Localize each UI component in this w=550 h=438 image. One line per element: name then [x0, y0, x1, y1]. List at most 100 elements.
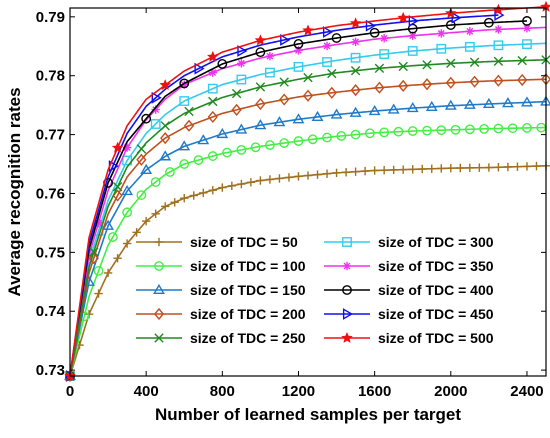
data-point: [265, 67, 275, 78]
axis-ticks: 0 400 800 1200 1600 2000 2400 0.73 0.74 0.75 0.76 0…: [36, 8, 546, 400]
data-point: [408, 15, 419, 27]
data-point: [374, 81, 385, 94]
data-point: [379, 166, 389, 175]
data-point: [406, 102, 419, 113]
y-tick-label: 0.78: [36, 68, 65, 85]
data-point: [350, 84, 361, 97]
data-point: [379, 49, 390, 59]
data-point: [302, 24, 314, 36]
data-point: [132, 228, 141, 237]
data-point: [369, 27, 380, 38]
data-point: [517, 73, 528, 87]
legend-swatch-marker: [154, 261, 164, 271]
data-point: [397, 11, 409, 23]
data-point: [463, 98, 476, 109]
legend-entry: size of TDC = 250: [136, 330, 306, 346]
data-point: [444, 99, 457, 110]
data-point: [246, 178, 256, 187]
y-axis-label: Average recognition rates: [5, 87, 24, 296]
data-point: [322, 41, 332, 51]
series-line-8: [69, 14, 499, 377]
data-point: [341, 168, 351, 177]
data-point: [322, 132, 332, 143]
data-point: [407, 46, 418, 56]
data-point: [136, 144, 147, 154]
data-point: [322, 57, 332, 67]
data-point: [107, 232, 118, 242]
x-tick-label: 2000: [434, 383, 467, 400]
legend-label: size of TDC = 50: [190, 234, 298, 250]
data-point: [293, 61, 304, 72]
x-tick-label: 1200: [282, 383, 315, 400]
x-axis-label: Number of learned samples per target: [155, 405, 461, 424]
data-point: [503, 162, 513, 172]
data-point: [207, 83, 218, 94]
legend-swatch-marker: [342, 237, 352, 247]
data-point: [493, 123, 504, 134]
data-point: [421, 78, 433, 91]
data-point: [445, 76, 456, 89]
legend-swatch-marker: [154, 333, 164, 343]
data-point: [207, 110, 218, 124]
data-point: [279, 93, 290, 106]
data-point: [427, 164, 436, 173]
data-point: [517, 55, 527, 66]
data-point: [227, 181, 237, 191]
data-point: [136, 153, 147, 166]
data-point: [502, 97, 514, 108]
data-point: [484, 163, 494, 172]
data-point: [479, 123, 490, 134]
series-1: [65, 161, 550, 381]
data-point: [494, 25, 503, 34]
data-point: [303, 72, 313, 83]
data-point: [151, 209, 160, 218]
legend-swatch-marker: [342, 285, 352, 295]
data-point: [236, 74, 247, 85]
data-point: [469, 57, 480, 67]
legend-label: size of TDC = 350: [378, 258, 494, 274]
data-point: [275, 174, 284, 183]
data-point: [161, 202, 170, 211]
data-point: [493, 56, 504, 66]
data-point: [180, 193, 189, 203]
data-point: [279, 77, 289, 87]
data-point: [255, 82, 266, 92]
data-point: [330, 108, 343, 119]
data-point: [322, 169, 332, 178]
data-point: [293, 136, 304, 146]
data-point: [218, 183, 227, 192]
data-point: [351, 37, 360, 47]
y-tick-label: 0.73: [36, 362, 65, 379]
data-point: [199, 188, 208, 198]
legend-entry: size of TDC = 300: [324, 234, 494, 250]
series-line-6: [69, 20, 527, 377]
data-point: [189, 191, 198, 200]
data-point: [183, 119, 195, 132]
data-point: [284, 173, 294, 182]
data-point: [222, 147, 232, 158]
data-point: [446, 58, 456, 69]
y-tick-label: 0.79: [36, 9, 65, 26]
data-point: [265, 51, 275, 61]
legend-entry: size of TDC = 500: [324, 330, 494, 346]
data-point: [446, 163, 455, 173]
data-point: [179, 96, 190, 106]
data-point: [159, 150, 172, 161]
series-line-2: [69, 42, 547, 377]
data-point: [307, 134, 318, 145]
data-point: [136, 190, 147, 200]
data-point: [237, 179, 246, 189]
data-point: [521, 96, 533, 107]
data-point: [399, 165, 408, 174]
data-point: [507, 123, 518, 134]
legend-label: size of TDC = 200: [190, 306, 306, 322]
series-7: [64, 73, 550, 383]
data-point: [326, 86, 337, 99]
data-point: [522, 16, 532, 26]
data-point: [255, 97, 266, 111]
data-point: [94, 289, 103, 298]
data-point: [112, 182, 123, 192]
data-point: [351, 167, 360, 176]
data-point: [407, 126, 418, 136]
data-point: [216, 127, 229, 139]
